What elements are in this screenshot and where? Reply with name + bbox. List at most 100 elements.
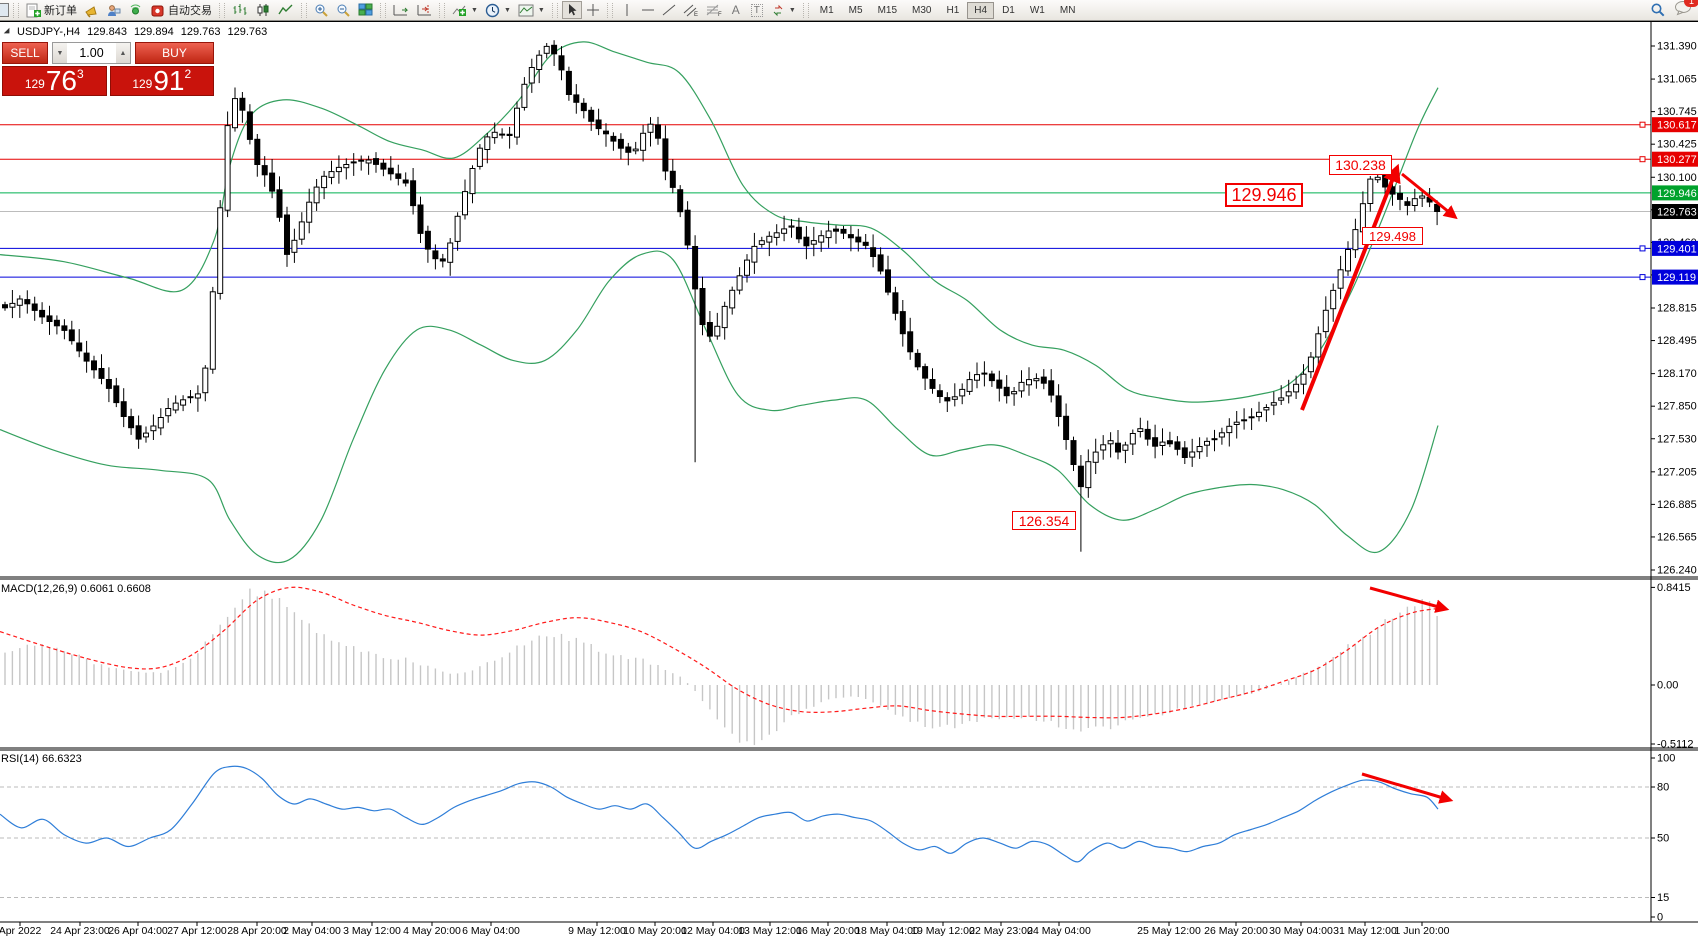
macd-pane: [0, 586, 1439, 746]
chart-window-icon[interactable]: [0, 3, 9, 17]
bollinger-upper-line: [0, 41, 1439, 403]
rsi-pane: [0, 765, 1651, 898]
svg-text:0.8415: 0.8415: [1657, 582, 1691, 594]
cursor-icon: [568, 4, 577, 16]
fibonacci-icon: F: [706, 4, 722, 17]
trend-arrow[interactable]: [1361, 772, 1454, 804]
fibonacci-tool[interactable]: F: [703, 1, 725, 19]
text-label-tool[interactable]: T: [747, 1, 767, 19]
templates-button[interactable]: ▼: [515, 1, 548, 19]
notification-badge: 1: [1684, 0, 1698, 7]
volume-value[interactable]: 1.00: [79, 46, 104, 60]
operator-icon: [108, 4, 121, 16]
svg-text:Apr 2022: Apr 2022: [0, 925, 41, 937]
sell-price-sup: 3: [77, 67, 84, 81]
timeframe-h4[interactable]: H4: [967, 1, 995, 19]
horizontal-level-lines[interactable]: [0, 121, 1651, 281]
bar-chart-button[interactable]: [229, 1, 251, 19]
buy-button[interactable]: BUY: [135, 42, 214, 64]
trend-arrow[interactable]: [1369, 586, 1450, 613]
volume-decrease-button[interactable]: ▼: [53, 43, 67, 63]
svg-text:130.745: 130.745: [1657, 106, 1697, 118]
horizontal-line-tool[interactable]: [638, 1, 658, 19]
svg-text:130.277: 130.277: [1657, 154, 1697, 166]
buy-price-small: 129: [132, 77, 153, 91]
svg-text:28 Apr 20:00: 28 Apr 20:00: [227, 925, 287, 937]
cursor-tool-button[interactable]: [561, 1, 582, 19]
trend-arrow[interactable]: [1300, 163, 1401, 411]
new-order-button[interactable]: 新订单: [23, 1, 80, 19]
svg-text:128.495: 128.495: [1657, 335, 1697, 347]
bollinger-lower-line: [0, 250, 1439, 564]
alert-button[interactable]: [81, 1, 102, 19]
annotation-price-label[interactable]: 129.498: [1362, 227, 1423, 245]
vertical-line-icon: [626, 4, 628, 16]
chart-shift-icon: [417, 5, 431, 16]
tile-windows-button[interactable]: [355, 1, 376, 19]
annotation-price-label[interactable]: 126.354: [1012, 511, 1076, 530]
line-chart-button[interactable]: [275, 1, 297, 19]
chart-shift-button[interactable]: [413, 1, 435, 19]
svg-text:2 May 04:00: 2 May 04:00: [283, 925, 341, 937]
timeframe-w1[interactable]: W1: [1029, 4, 1045, 16]
trendline-tool[interactable]: [659, 1, 679, 19]
collapse-icon[interactable]: [3, 27, 13, 37]
trend-arrow[interactable]: [1401, 172, 1458, 220]
buy-price-big: 91: [153, 65, 185, 96]
autotrade-button[interactable]: 自动交易: [147, 1, 215, 19]
channel-tool[interactable]: E: [680, 1, 702, 19]
annotation-price-label[interactable]: 130.238: [1329, 155, 1392, 175]
timeframe-m30[interactable]: M30: [912, 4, 932, 16]
arrows-tool[interactable]: ▼: [768, 1, 799, 19]
candlestick-chart-button[interactable]: [252, 1, 274, 19]
line-chart-icon: [278, 4, 293, 15]
horizontal-line-icon: [641, 9, 654, 11]
timeframe-h1[interactable]: H1: [946, 4, 960, 16]
text-tool[interactable]: A: [726, 1, 746, 19]
sell-button[interactable]: SELL: [2, 42, 48, 64]
svg-text:F: F: [718, 12, 722, 17]
toolbar-grip: [439, 2, 445, 18]
search-icon[interactable]: [1650, 2, 1666, 18]
toolbar-grip: [301, 2, 307, 18]
text-tool-icon: A: [731, 3, 740, 17]
svg-text:E: E: [694, 12, 698, 17]
market-watch-button[interactable]: [103, 1, 124, 19]
periods-button[interactable]: ▼: [482, 1, 514, 19]
sell-price-display[interactable]: 129 76 3: [2, 66, 107, 96]
svg-text:127.530: 127.530: [1657, 433, 1697, 445]
new-order-icon: [26, 3, 41, 17]
trend-arrows[interactable]: [1300, 163, 1458, 804]
buy-price-display[interactable]: 129 91 2: [109, 65, 214, 96]
data-feed-button[interactable]: [125, 1, 146, 19]
annotation-price-label[interactable]: 129.946: [1225, 183, 1303, 207]
chart-window[interactable]: [0, 21, 1698, 938]
rsi-label: RSI(14) 66.6323: [1, 753, 82, 765]
indicators-button[interactable]: ▼: [449, 1, 481, 19]
open-value: 129.843: [87, 26, 127, 38]
auto-scroll-button[interactable]: [390, 1, 412, 19]
timeframe-mn[interactable]: MN: [1059, 4, 1076, 16]
new-order-label: 新订单: [44, 5, 77, 17]
volume-increase-button[interactable]: ▲: [116, 43, 130, 63]
zoom-out-button[interactable]: [333, 1, 354, 19]
timeframe-m15[interactable]: M15: [877, 4, 898, 16]
dropdown-caret-icon: ▼: [503, 6, 511, 14]
price-axis[interactable]: 131.390 131.065 130.745 130.425 130.100 129.7…: [1651, 41, 1698, 924]
svg-text:131.390: 131.390: [1657, 41, 1697, 53]
svg-text:30 May 04:00: 30 May 04:00: [1269, 925, 1333, 937]
svg-text:100: 100: [1657, 753, 1675, 765]
timeframe-m5[interactable]: M5: [848, 4, 863, 16]
crosshair-tool-button[interactable]: [583, 1, 603, 19]
vertical-line-tool[interactable]: [617, 1, 637, 19]
close-value: 129.763: [227, 26, 268, 38]
zoom-in-button[interactable]: [311, 1, 332, 19]
timeframe-d1[interactable]: D1: [1002, 4, 1015, 16]
timeframe-m1[interactable]: M1: [819, 4, 834, 16]
notifications-button[interactable]: 1: [1674, 0, 1698, 21]
svg-text:0: 0: [1657, 912, 1663, 924]
high-value: 129.894: [133, 26, 174, 38]
svg-text:128.815: 128.815: [1657, 303, 1697, 315]
